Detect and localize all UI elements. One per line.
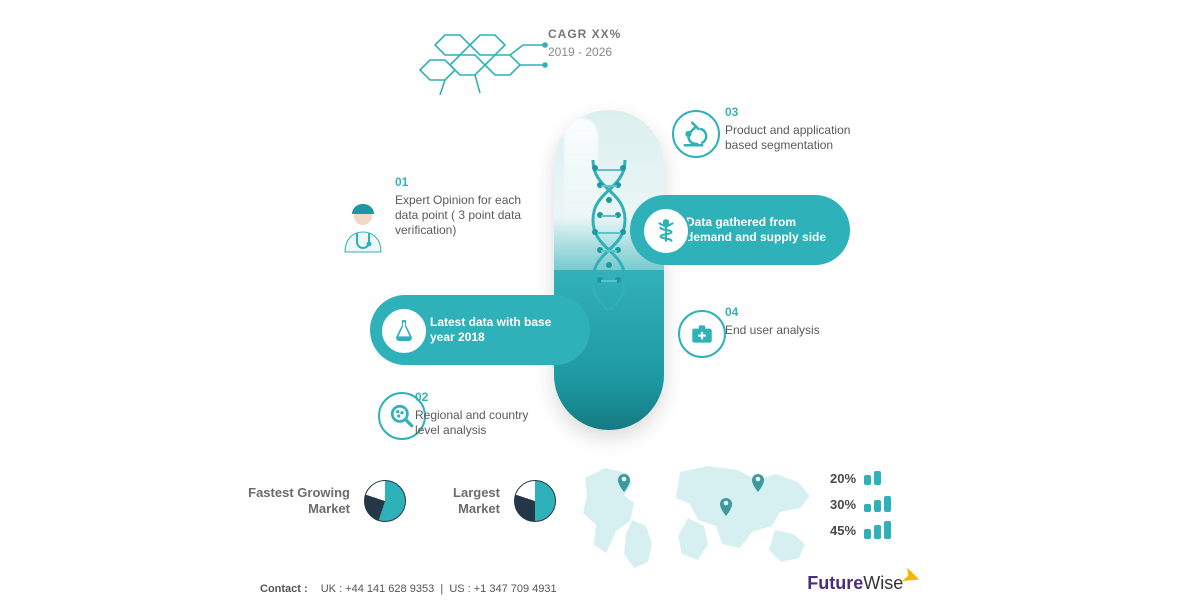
brand-logo: FutureWise➤ [807,570,920,595]
percent-label: 20% [830,471,856,486]
fastest-growing-label: Fastest Growing Market [240,485,350,517]
point-02: 02 Regional and country level analysis [415,390,545,438]
point-04-num: 04 [725,305,820,319]
point-04-text: End user analysis [725,323,820,338]
percent-bars-icon [864,521,891,539]
point-03-text: Product and application based segmentati… [725,123,855,153]
pill-right-text: Data gathered from demand and supply sid… [686,215,830,245]
cagr-period: 2019 - 2026 [548,43,621,61]
point-01-text: Expert Opinion for each data point ( 3 p… [395,193,525,238]
contact-label: Contact : [260,583,308,595]
point-03: 03 Product and application based segment… [725,105,855,153]
largest-market-label: Largest Market [430,485,500,517]
microscope-icon [672,110,720,158]
brand-arrow-icon: ➤ [899,562,923,591]
caduceus-icon [642,207,690,255]
contact-uk: UK : +44 141 628 9353 [321,583,434,595]
percent-row: 45% [830,517,891,543]
infographic-stage: CAGR XX% 2019 - 2026 [0,0,1200,600]
percent-bars-icon [864,496,891,512]
fastest-growing-pie [364,480,406,522]
largest-market-pie [514,480,556,522]
percent-label: 45% [830,523,856,538]
percent-row: 20% [830,465,891,491]
brand-word1: Future [807,573,863,593]
point-02-text: Regional and country level analysis [415,408,545,438]
point-02-num: 02 [415,390,545,404]
world-map-icon [570,460,820,570]
percent-label: 30% [830,497,856,512]
medkit-icon [678,310,726,358]
largest-market-block: Largest Market [430,480,556,522]
percent-row: 30% [830,491,891,517]
cagr-value: CAGR XX% [548,25,621,43]
dna-icon [588,160,630,310]
point-01: 01 Expert Opinion for each data point ( … [395,175,525,238]
contact-line: Contact : UK : +44 141 628 9353 | US : +… [260,583,557,595]
point-01-num: 01 [395,175,525,189]
point-03-num: 03 [725,105,855,119]
fastest-growing-block: Fastest Growing Market [240,480,406,522]
doctor-icon [335,200,391,256]
pill-left-text: Latest data with base year 2018 [430,315,570,345]
point-04: 04 End user analysis [725,305,820,338]
brand-word2: Wise [863,573,903,593]
percent-bars-icon [864,471,881,485]
percent-legend: 20% 30% 45% [830,465,891,543]
contact-us: US : +1 347 709 4931 [449,583,556,595]
flask-icon [380,307,428,355]
capsule-graphic [554,110,664,430]
cagr-banner: CAGR XX% 2019 - 2026 [548,25,621,61]
contact-sep: | [440,583,443,595]
